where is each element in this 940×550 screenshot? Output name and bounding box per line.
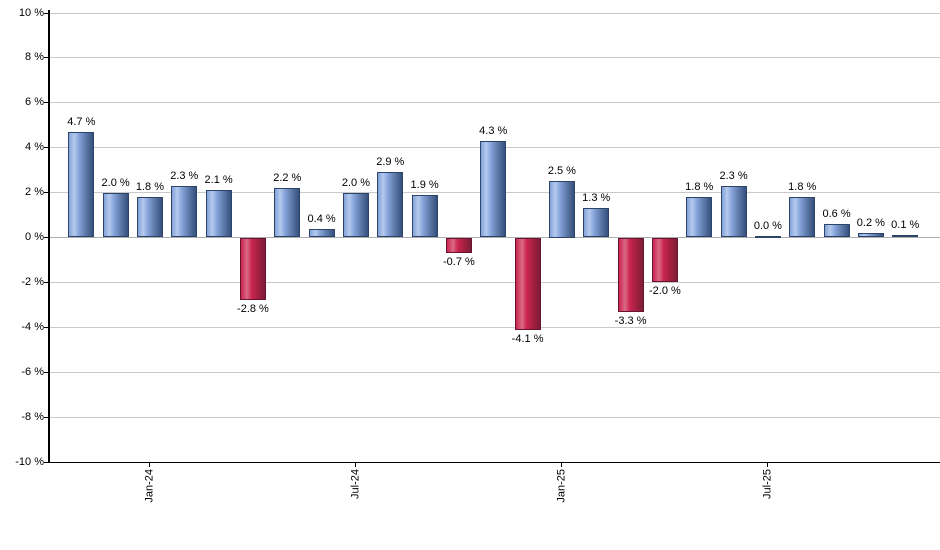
x-axis-tick-label: Jan-25 <box>555 469 568 503</box>
x-axis-tick-label: Jul-25 <box>761 469 774 499</box>
bar-value-label: 1.8 % <box>135 181 165 194</box>
y-axis-tick <box>44 12 49 14</box>
gridline <box>49 281 940 283</box>
bar-value-label: 0.2 % <box>856 217 885 229</box>
bar-value-label: 0.4 % <box>307 212 336 225</box>
bar <box>583 208 610 238</box>
x-axis-tick <box>355 462 357 467</box>
y-axis-tick-label: -6 % <box>21 365 44 378</box>
y-axis-tick <box>44 192 49 194</box>
y-axis-tick <box>44 102 49 104</box>
bar-value-label: 1.8 % <box>685 181 714 194</box>
bar-value-label: 1.3 % <box>582 192 611 205</box>
bar <box>548 181 575 238</box>
bar-value-label: 1.8 % <box>788 181 817 194</box>
bar <box>68 131 95 238</box>
bar <box>789 197 816 238</box>
bar-value-label: -4.1 % <box>511 332 544 345</box>
y-axis-tick-label: 2 % <box>25 186 44 199</box>
bar-value-label: 4.7 % <box>67 115 96 128</box>
bar-value-label: 2.3 % <box>170 169 199 182</box>
bar <box>720 185 747 238</box>
bar <box>205 190 232 238</box>
bar <box>857 233 884 238</box>
bar <box>136 197 163 238</box>
bar-value-label: -2.8 % <box>237 303 269 316</box>
bar <box>377 172 404 238</box>
bar <box>823 224 850 238</box>
bar-value-label: 2.9 % <box>376 156 405 169</box>
bar <box>686 197 713 238</box>
bar <box>239 237 266 301</box>
y-axis-tick-label: -8 % <box>21 410 44 423</box>
bar <box>308 228 335 238</box>
bar-value-label: -3.3 % <box>614 314 647 327</box>
bar <box>171 185 198 238</box>
y-axis-tick <box>44 416 49 418</box>
y-axis-tick-label: -4 % <box>21 320 44 333</box>
bar-value-label: 2.1 % <box>204 174 233 187</box>
y-axis-tick <box>44 461 49 463</box>
y-axis-tick <box>44 326 49 328</box>
bar <box>754 235 781 238</box>
bar <box>274 188 301 238</box>
bar <box>651 237 678 283</box>
gridline <box>49 371 940 373</box>
bar-value-label: 0.6 % <box>822 208 851 221</box>
bar-value-label: 2.3 % <box>719 169 748 182</box>
y-axis-tick-label: 4 % <box>25 141 44 154</box>
y-axis-tick-label: -10 % <box>15 455 44 468</box>
y-axis-tick-label: 6 % <box>25 96 44 109</box>
x-axis-line <box>48 461 940 463</box>
bar-value-label: 4.3 % <box>479 124 508 137</box>
bar <box>480 140 507 238</box>
bar <box>617 237 644 312</box>
y-axis-tick <box>44 237 49 238</box>
y-axis-line <box>48 10 50 462</box>
y-axis-tick-label: -2 % <box>21 275 44 288</box>
bar-value-label: 1.9 % <box>410 178 439 191</box>
bar-value-label: -0.7 % <box>443 256 475 269</box>
bar <box>514 237 541 330</box>
x-axis-tick <box>149 462 151 467</box>
gridline <box>49 57 940 59</box>
bar-value-label: 2.0 % <box>341 176 371 189</box>
y-axis-tick-label: 0 % <box>25 231 44 243</box>
bar <box>445 237 472 254</box>
x-axis-tick-label: Jul-24 <box>349 469 362 499</box>
y-axis-tick <box>44 147 49 149</box>
bar-value-label: 2.2 % <box>273 172 302 185</box>
zero-gridline <box>49 237 940 238</box>
bar-value-label: -2.0 % <box>649 285 681 298</box>
bar <box>342 192 369 238</box>
y-axis-tick-label: 8 % <box>25 51 44 64</box>
bar <box>102 192 129 238</box>
gridline <box>49 12 940 14</box>
bar <box>411 194 438 238</box>
gridline <box>49 326 940 328</box>
y-axis-tick <box>44 281 49 283</box>
x-axis-tick <box>767 462 769 467</box>
gridline <box>49 416 940 418</box>
bar-value-label: 2.0 % <box>101 176 130 189</box>
gridline <box>49 102 940 104</box>
y-axis-tick <box>44 57 49 59</box>
x-axis-tick <box>561 462 563 467</box>
bar-value-label: 0.1 % <box>891 219 920 232</box>
y-axis-tick-label: 10 % <box>18 6 44 19</box>
bar-value-label: 0.0 % <box>753 219 782 232</box>
bar <box>892 235 919 238</box>
y-axis-tick <box>44 371 49 373</box>
x-axis-tick-label: Jan-24 <box>143 469 156 503</box>
bar-value-label: 2.5 % <box>547 165 576 178</box>
